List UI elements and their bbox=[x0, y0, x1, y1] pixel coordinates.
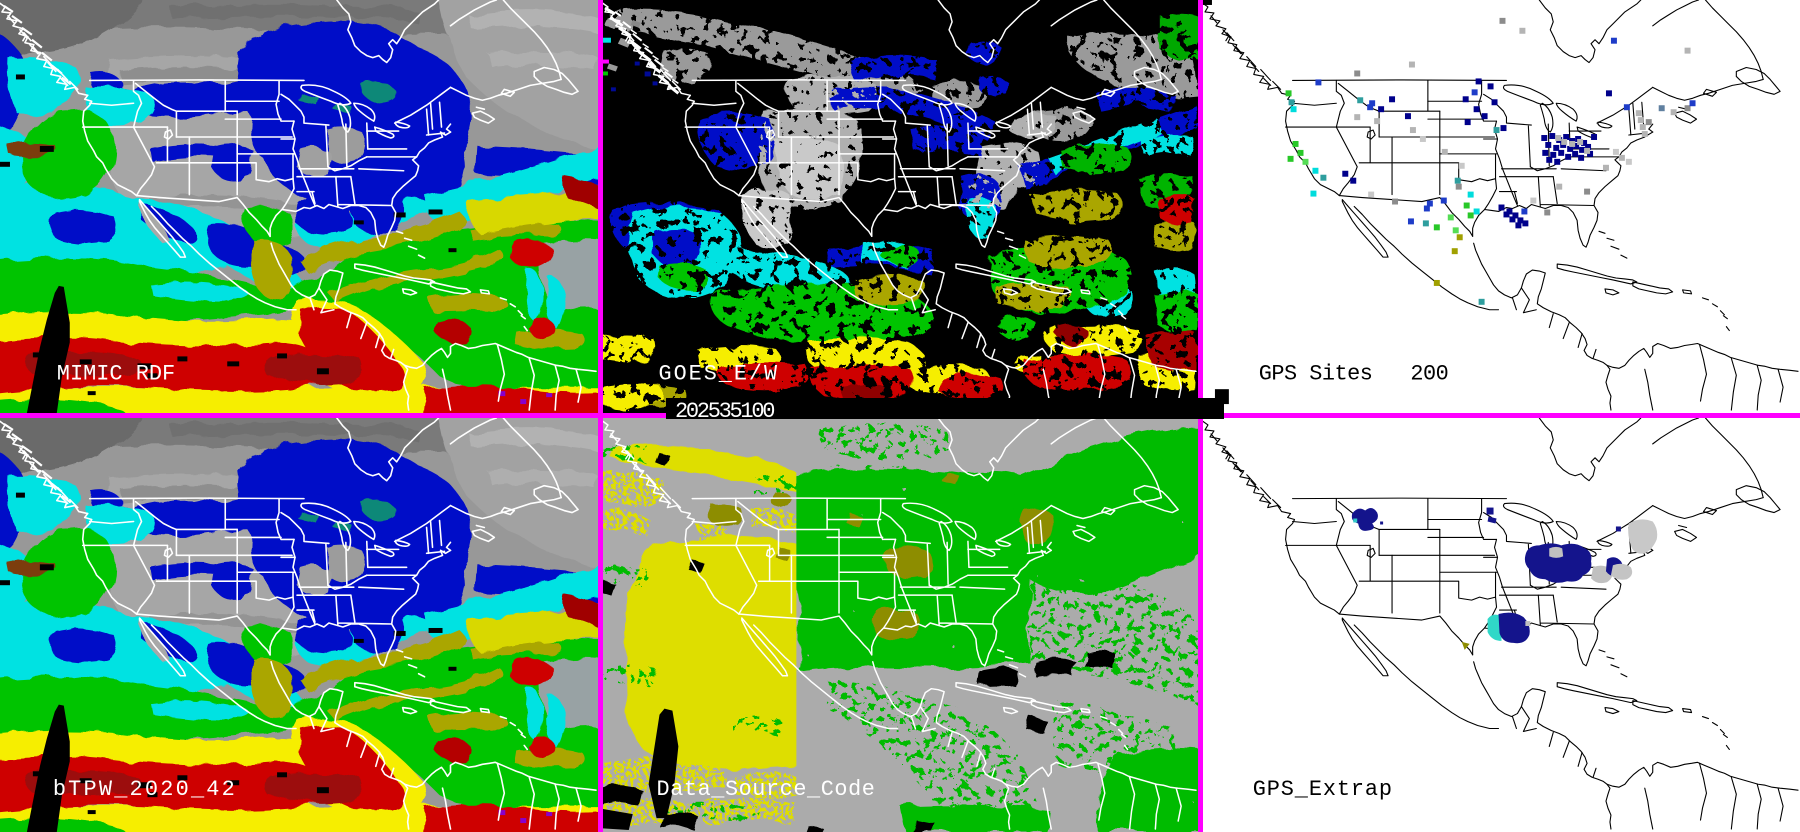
svg-text:GOES_E/W: GOES_E/W bbox=[659, 362, 780, 387]
svg-text:bTPW_2020_42: bTPW_2020_42 bbox=[53, 777, 237, 802]
svg-text:Data_Source_Code: Data_Source_Code bbox=[657, 777, 876, 802]
svg-text:GPS Sites 200: GPS Sites 200 bbox=[1259, 362, 1449, 387]
svg-text:GPS_Extrap: GPS_Extrap bbox=[1253, 777, 1393, 802]
svg-text:MIMIC RDF: MIMIC RDF bbox=[57, 362, 175, 387]
